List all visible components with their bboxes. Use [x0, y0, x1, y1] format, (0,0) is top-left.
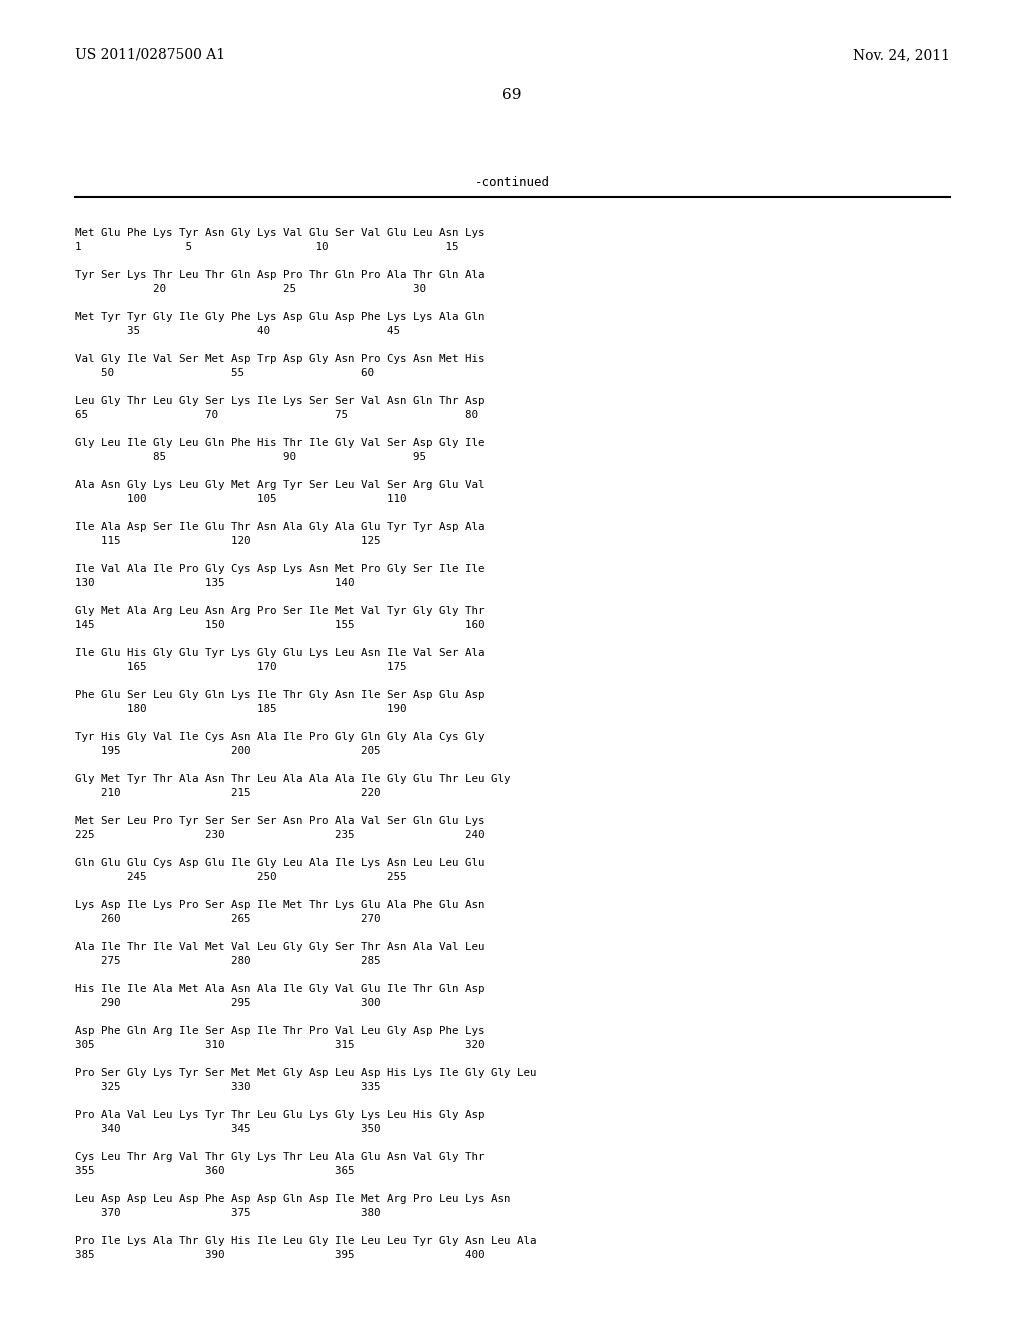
Text: 100                 105                 110: 100 105 110 — [75, 494, 407, 504]
Text: Gln Glu Glu Cys Asp Glu Ile Gly Leu Ala Ile Lys Asn Leu Leu Glu: Gln Glu Glu Cys Asp Glu Ile Gly Leu Ala … — [75, 858, 484, 869]
Text: Gly Met Ala Arg Leu Asn Arg Pro Ser Ile Met Val Tyr Gly Gly Thr: Gly Met Ala Arg Leu Asn Arg Pro Ser Ile … — [75, 606, 484, 616]
Text: Pro Ser Gly Lys Tyr Ser Met Met Gly Asp Leu Asp His Lys Ile Gly Gly Leu: Pro Ser Gly Lys Tyr Ser Met Met Gly Asp … — [75, 1068, 537, 1078]
Text: Met Glu Phe Lys Tyr Asn Gly Lys Val Glu Ser Val Glu Leu Asn Lys: Met Glu Phe Lys Tyr Asn Gly Lys Val Glu … — [75, 228, 484, 238]
Text: 1                5                   10                  15: 1 5 10 15 — [75, 242, 459, 252]
Text: 195                 200                 205: 195 200 205 — [75, 746, 381, 756]
Text: Phe Glu Ser Leu Gly Gln Lys Ile Thr Gly Asn Ile Ser Asp Glu Asp: Phe Glu Ser Leu Gly Gln Lys Ile Thr Gly … — [75, 690, 484, 700]
Text: Leu Asp Asp Leu Asp Phe Asp Asp Gln Asp Ile Met Arg Pro Leu Lys Asn: Leu Asp Asp Leu Asp Phe Asp Asp Gln Asp … — [75, 1195, 511, 1204]
Text: 50                  55                  60: 50 55 60 — [75, 368, 374, 378]
Text: Leu Gly Thr Leu Gly Ser Lys Ile Lys Ser Ser Val Asn Gln Thr Asp: Leu Gly Thr Leu Gly Ser Lys Ile Lys Ser … — [75, 396, 484, 407]
Text: Met Tyr Tyr Gly Ile Gly Phe Lys Asp Glu Asp Phe Lys Lys Ala Gln: Met Tyr Tyr Gly Ile Gly Phe Lys Asp Glu … — [75, 312, 484, 322]
Text: Gly Leu Ile Gly Leu Gln Phe His Thr Ile Gly Val Ser Asp Gly Ile: Gly Leu Ile Gly Leu Gln Phe His Thr Ile … — [75, 438, 484, 447]
Text: Asp Phe Gln Arg Ile Ser Asp Ile Thr Pro Val Leu Gly Asp Phe Lys: Asp Phe Gln Arg Ile Ser Asp Ile Thr Pro … — [75, 1026, 484, 1036]
Text: 145                 150                 155                 160: 145 150 155 160 — [75, 620, 484, 630]
Text: US 2011/0287500 A1: US 2011/0287500 A1 — [75, 48, 225, 62]
Text: -continued: -continued — [474, 177, 550, 190]
Text: His Ile Ile Ala Met Ala Asn Ala Ile Gly Val Glu Ile Thr Gln Asp: His Ile Ile Ala Met Ala Asn Ala Ile Gly … — [75, 983, 484, 994]
Text: 355                 360                 365: 355 360 365 — [75, 1166, 354, 1176]
Text: 370                 375                 380: 370 375 380 — [75, 1208, 381, 1218]
Text: 69: 69 — [502, 88, 522, 102]
Text: Val Gly Ile Val Ser Met Asp Trp Asp Gly Asn Pro Cys Asn Met His: Val Gly Ile Val Ser Met Asp Trp Asp Gly … — [75, 354, 484, 364]
Text: 85                  90                  95: 85 90 95 — [75, 451, 426, 462]
Text: Ala Ile Thr Ile Val Met Val Leu Gly Gly Ser Thr Asn Ala Val Leu: Ala Ile Thr Ile Val Met Val Leu Gly Gly … — [75, 942, 484, 952]
Text: Gly Met Tyr Thr Ala Asn Thr Leu Ala Ala Ala Ile Gly Glu Thr Leu Gly: Gly Met Tyr Thr Ala Asn Thr Leu Ala Ala … — [75, 774, 511, 784]
Text: 20                  25                  30: 20 25 30 — [75, 284, 426, 294]
Text: 275                 280                 285: 275 280 285 — [75, 956, 381, 966]
Text: Cys Leu Thr Arg Val Thr Gly Lys Thr Leu Ala Glu Asn Val Gly Thr: Cys Leu Thr Arg Val Thr Gly Lys Thr Leu … — [75, 1152, 484, 1162]
Text: Ala Asn Gly Lys Leu Gly Met Arg Tyr Ser Leu Val Ser Arg Glu Val: Ala Asn Gly Lys Leu Gly Met Arg Tyr Ser … — [75, 480, 484, 490]
Text: 35                  40                  45: 35 40 45 — [75, 326, 400, 337]
Text: Tyr Ser Lys Thr Leu Thr Gln Asp Pro Thr Gln Pro Ala Thr Gln Ala: Tyr Ser Lys Thr Leu Thr Gln Asp Pro Thr … — [75, 271, 484, 280]
Text: 385                 390                 395                 400: 385 390 395 400 — [75, 1250, 484, 1261]
Text: 210                 215                 220: 210 215 220 — [75, 788, 381, 799]
Text: 65                  70                  75                  80: 65 70 75 80 — [75, 411, 478, 420]
Text: Ile Glu His Gly Glu Tyr Lys Gly Glu Lys Leu Asn Ile Val Ser Ala: Ile Glu His Gly Glu Tyr Lys Gly Glu Lys … — [75, 648, 484, 657]
Text: 225                 230                 235                 240: 225 230 235 240 — [75, 830, 484, 840]
Text: 290                 295                 300: 290 295 300 — [75, 998, 381, 1008]
Text: 305                 310                 315                 320: 305 310 315 320 — [75, 1040, 484, 1049]
Text: Lys Asp Ile Lys Pro Ser Asp Ile Met Thr Lys Glu Ala Phe Glu Asn: Lys Asp Ile Lys Pro Ser Asp Ile Met Thr … — [75, 900, 484, 909]
Text: Ile Ala Asp Ser Ile Glu Thr Asn Ala Gly Ala Glu Tyr Tyr Asp Ala: Ile Ala Asp Ser Ile Glu Thr Asn Ala Gly … — [75, 521, 484, 532]
Text: 245                 250                 255: 245 250 255 — [75, 873, 407, 882]
Text: Met Ser Leu Pro Tyr Ser Ser Ser Asn Pro Ala Val Ser Gln Glu Lys: Met Ser Leu Pro Tyr Ser Ser Ser Asn Pro … — [75, 816, 484, 826]
Text: 115                 120                 125: 115 120 125 — [75, 536, 381, 546]
Text: Nov. 24, 2011: Nov. 24, 2011 — [853, 48, 950, 62]
Text: Pro Ala Val Leu Lys Tyr Thr Leu Glu Lys Gly Lys Leu His Gly Asp: Pro Ala Val Leu Lys Tyr Thr Leu Glu Lys … — [75, 1110, 484, 1119]
Text: 180                 185                 190: 180 185 190 — [75, 704, 407, 714]
Text: Ile Val Ala Ile Pro Gly Cys Asp Lys Asn Met Pro Gly Ser Ile Ile: Ile Val Ala Ile Pro Gly Cys Asp Lys Asn … — [75, 564, 484, 574]
Text: 325                 330                 335: 325 330 335 — [75, 1082, 381, 1092]
Text: Tyr His Gly Val Ile Cys Asn Ala Ile Pro Gly Gln Gly Ala Cys Gly: Tyr His Gly Val Ile Cys Asn Ala Ile Pro … — [75, 733, 484, 742]
Text: Pro Ile Lys Ala Thr Gly His Ile Leu Gly Ile Leu Leu Tyr Gly Asn Leu Ala: Pro Ile Lys Ala Thr Gly His Ile Leu Gly … — [75, 1236, 537, 1246]
Text: 260                 265                 270: 260 265 270 — [75, 913, 381, 924]
Text: 130                 135                 140: 130 135 140 — [75, 578, 354, 587]
Text: 340                 345                 350: 340 345 350 — [75, 1125, 381, 1134]
Text: 165                 170                 175: 165 170 175 — [75, 663, 407, 672]
